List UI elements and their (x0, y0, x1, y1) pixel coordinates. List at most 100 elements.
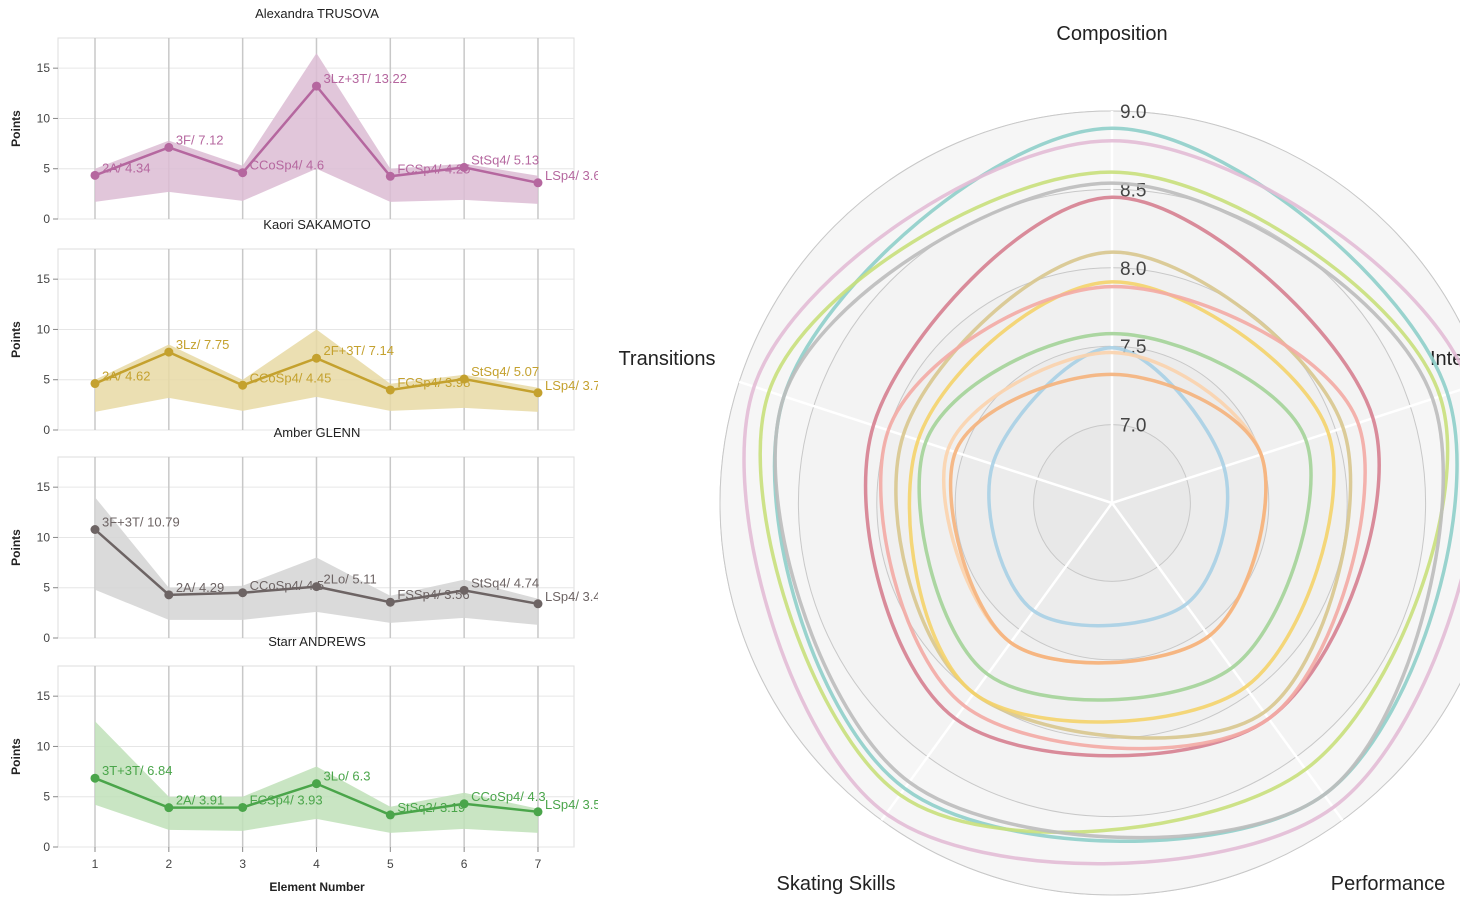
radial-tick-label: 7.0 (1120, 416, 1146, 437)
data-label: 3Lz/ 7.75 (176, 337, 230, 352)
panel-title: Starr ANDREWS (268, 634, 366, 649)
radar-series-4 (863, 195, 1381, 758)
radar-spoke (880, 502, 1114, 821)
data-point (90, 379, 100, 389)
y-tick-label: 10 (37, 530, 51, 544)
radar-series-1 (742, 139, 1460, 866)
data-label: FCSp4/ 3.98 (397, 375, 470, 390)
data-point (90, 170, 100, 180)
data-point (238, 802, 248, 812)
data-point (385, 171, 395, 181)
data-label: 2A/ 4.34 (102, 160, 150, 175)
y-tick-label: 15 (37, 272, 51, 286)
radar-axis-label: Interpretation (1430, 348, 1460, 370)
radar-series-5 (894, 250, 1353, 740)
data-point (164, 142, 174, 152)
data-label: 2F+3T/ 7.14 (323, 343, 393, 358)
data-label: FCSp4/ 4.25 (397, 161, 470, 176)
x-axis-label: Element Number (269, 880, 365, 894)
y-tick-label: 5 (43, 790, 50, 804)
data-label: LSp4/ 3.5 (545, 797, 601, 812)
data-point (311, 81, 321, 91)
data-point (164, 590, 174, 600)
data-point (238, 588, 248, 598)
data-point (385, 385, 395, 395)
radar-series-0 (772, 126, 1459, 843)
y-axis-label: Points (9, 110, 23, 147)
data-label: CCoSp4/ 4.5 (250, 578, 324, 593)
data-point (238, 380, 248, 390)
data-point (90, 773, 100, 783)
y-tick-label: 15 (37, 689, 51, 703)
radial-tick-label: 8.0 (1120, 259, 1146, 280)
data-label: LSp4/ 3.6 (545, 168, 601, 183)
data-label: FCSp4/ 3.93 (250, 792, 323, 807)
data-point (533, 178, 543, 188)
radar-spoke (1111, 388, 1460, 505)
y-tick-label: 15 (37, 480, 51, 494)
data-label: 2A/ 4.29 (176, 580, 224, 595)
y-axis-label: Points (9, 738, 23, 775)
data-label: 2A/ 3.91 (176, 793, 224, 808)
panel-title: Kaori SAKAMOTO (263, 217, 370, 232)
data-point (385, 810, 395, 820)
data-point (385, 597, 395, 607)
panel-title: Amber GLENN (274, 425, 361, 440)
data-point (459, 162, 469, 172)
y-tick-label: 0 (43, 840, 50, 854)
data-point (311, 582, 321, 592)
y-tick-label: 0 (43, 423, 50, 437)
y-tick-label: 5 (43, 162, 50, 176)
data-point (459, 585, 469, 595)
data-label: 3F/ 7.12 (176, 132, 224, 147)
data-label: 3F+3T/ 10.79 (102, 515, 180, 530)
data-label: StSq2/ 3.19 (397, 800, 465, 815)
data-label: CCoSp4/ 4.45 (250, 370, 332, 385)
data-point (533, 599, 543, 609)
data-point (311, 353, 321, 363)
data-point (533, 807, 543, 817)
data-label: StSq4/ 5.07 (471, 364, 539, 379)
data-point (459, 799, 469, 809)
components-radar-chart: 7.07.58.08.59.0CompositionInterpretation… (618, 23, 1460, 896)
range-band (95, 329, 538, 412)
data-label: FSSp4/ 3.56 (397, 587, 469, 602)
data-point (164, 803, 174, 813)
radar-series-6 (907, 280, 1336, 724)
x-tick-label: 3 (239, 857, 246, 871)
data-label: 3Lz+3T/ 13.22 (323, 71, 406, 86)
radar-axis-label: Skating Skills (777, 873, 896, 895)
data-label: 3T+3T/ 6.84 (102, 763, 172, 778)
y-tick-label: 10 (37, 739, 51, 753)
data-point (459, 374, 469, 384)
data-label: StSq4/ 4.74 (471, 575, 539, 590)
x-tick-label: 7 (535, 857, 542, 871)
radar-series-3 (773, 181, 1445, 840)
y-tick-label: 5 (43, 373, 50, 387)
y-tick-label: 10 (37, 111, 51, 125)
panel-2: Amber GLENN 0 5 10 15 Points 3F+3T/ 10.79 2A/ 4… (9, 425, 601, 645)
y-tick-label: 0 (43, 212, 50, 226)
y-axis-label: Points (9, 529, 23, 566)
radar-series-2 (758, 170, 1450, 834)
radial-tick-label: 9.0 (1120, 102, 1146, 123)
radar-series-7 (878, 284, 1367, 751)
data-point (164, 347, 174, 357)
data-label: 3Lo/ 6.3 (323, 769, 370, 784)
radar-series-9 (987, 346, 1230, 628)
range-band (95, 53, 538, 204)
radar-axis-label: Transitions (618, 348, 715, 370)
data-label: CCoSp4/ 4.3 (471, 789, 545, 804)
radar-spoke (1110, 502, 1344, 821)
data-label: CCoSp4/ 4.6 (250, 158, 324, 173)
panel-0: Alexandra TRUSOVA 0 5 10 15 Points 2A/ 4.34 3F/… (9, 6, 601, 226)
data-label: LSp4/ 3.4 (545, 589, 601, 604)
data-label: LSp4/ 3.7 (545, 378, 601, 393)
data-point (311, 779, 321, 789)
data-label: 2A/ 4.62 (102, 369, 150, 384)
data-point (90, 525, 100, 535)
data-point (533, 388, 543, 398)
panel-3: Starr ANDREWS 0 5 10 15 Points 3T+3T/ 6.84 2A/ … (9, 634, 601, 871)
